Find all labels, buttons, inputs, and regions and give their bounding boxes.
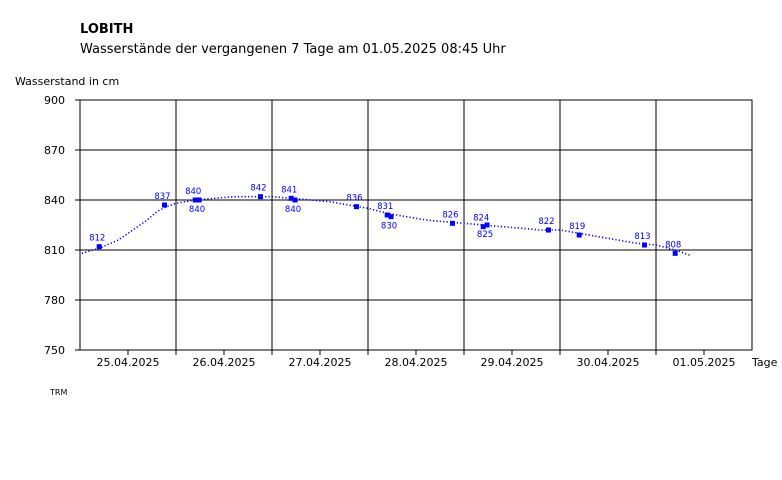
data-point xyxy=(484,222,490,228)
data-label: 812 xyxy=(89,234,105,244)
data-point xyxy=(641,242,647,248)
station-title: LOBITH xyxy=(80,22,133,37)
data-point xyxy=(545,227,551,233)
data-point xyxy=(353,204,359,210)
plot-frame xyxy=(79,99,753,351)
data-label: 840 xyxy=(185,187,201,197)
data-label: 824 xyxy=(473,214,489,224)
series-layer xyxy=(81,195,690,256)
data-point xyxy=(288,195,294,201)
data-label: 842 xyxy=(250,184,266,194)
data-label: 840 xyxy=(189,205,205,215)
data-point xyxy=(480,224,486,230)
data-point xyxy=(449,220,455,226)
y-axis-label: Wasserstand in cm xyxy=(15,75,119,88)
footnote: TRM xyxy=(49,388,67,397)
data-label: 830 xyxy=(381,222,397,232)
x-tick-label: 30.04.2025 xyxy=(577,356,640,369)
data-label: 822 xyxy=(538,217,554,227)
chart-subtitle: Wasserstände der vergangenen 7 Tage am 0… xyxy=(80,42,506,57)
y-tick-label: 870 xyxy=(44,144,65,157)
y-tick-label: 780 xyxy=(44,294,65,307)
x-tick-label: 29.04.2025 xyxy=(481,356,544,369)
x-axis-label: Tage xyxy=(751,356,778,369)
x-tick-label: 26.04.2025 xyxy=(193,356,256,369)
data-label: 826 xyxy=(442,210,458,220)
data-point xyxy=(384,212,390,218)
data-point xyxy=(576,232,582,238)
data-label: 836 xyxy=(346,194,362,204)
y-tick-label: 810 xyxy=(44,244,65,257)
data-label: 837 xyxy=(154,192,170,202)
y-tick-label: 840 xyxy=(44,194,65,207)
data-label: 808 xyxy=(665,240,681,250)
series-line xyxy=(81,195,690,256)
y-tick-label: 750 xyxy=(44,344,65,357)
data-point xyxy=(192,197,198,203)
data-label: 825 xyxy=(477,230,493,240)
y-tick-label: 900 xyxy=(44,94,65,107)
data-point xyxy=(257,194,263,200)
points-layer: 812 837 840 840 842 841 840 836 831 830 826 824 825 8… xyxy=(89,184,681,256)
x-tick-label: 25.04.2025 xyxy=(97,356,160,369)
grid xyxy=(75,99,753,355)
y-tick-labels: 750 780 810 840 870 900 xyxy=(44,94,65,357)
data-point xyxy=(96,244,102,250)
data-label: 813 xyxy=(634,232,650,242)
data-point xyxy=(196,197,202,203)
data-label: 819 xyxy=(569,222,585,232)
data-point xyxy=(292,197,298,203)
data-label: 840 xyxy=(285,205,301,215)
x-tick-label: 27.04.2025 xyxy=(289,356,352,369)
data-point xyxy=(672,250,678,256)
data-label: 841 xyxy=(281,185,297,195)
data-label: 831 xyxy=(377,202,393,212)
data-point xyxy=(161,202,167,208)
x-tick-labels: 25.04.2025 26.04.2025 27.04.2025 28.04.2025… xyxy=(97,356,736,369)
x-tick-label: 28.04.2025 xyxy=(385,356,448,369)
x-tick-label: 01.05.2025 xyxy=(673,356,736,369)
data-point xyxy=(388,214,394,220)
